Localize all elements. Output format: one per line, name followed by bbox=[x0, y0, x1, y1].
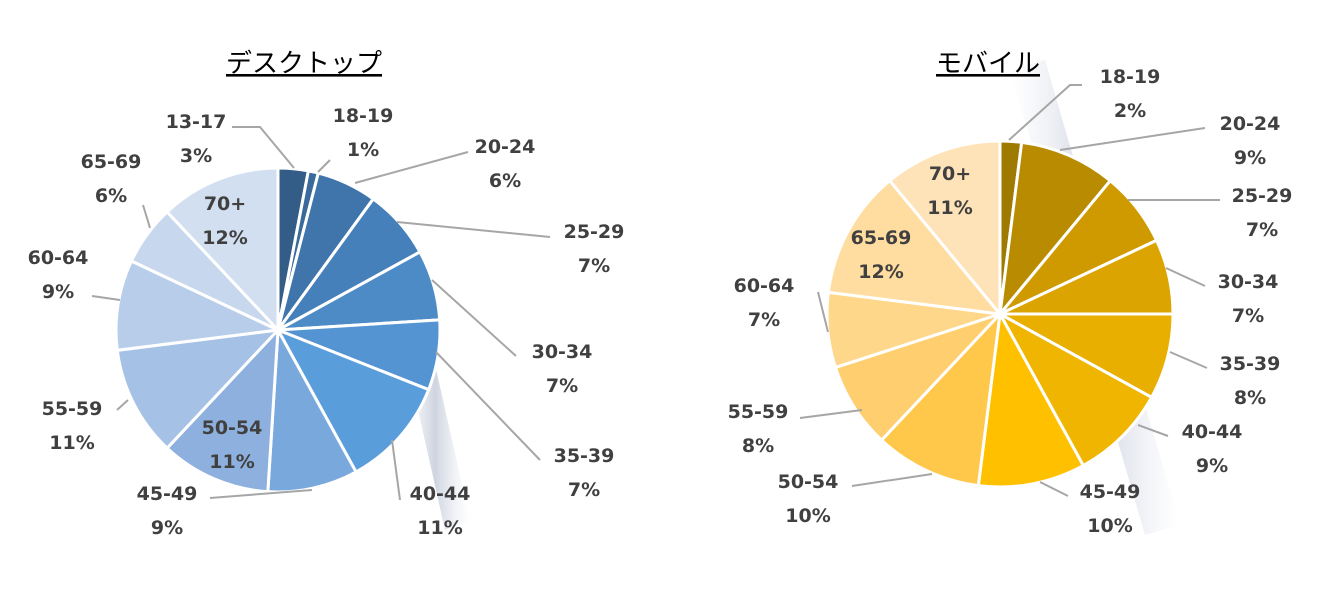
desktop-category-label-50-54: 50-54 bbox=[202, 417, 263, 439]
desktop-category-label-13-17: 13-17 bbox=[166, 111, 227, 133]
mobile-slice-40-44 bbox=[996, 310, 1154, 468]
desktop-leader-line-45-49 bbox=[209, 489, 313, 499]
mobile-leader-line-50-54 bbox=[851, 473, 933, 487]
desktop-value-label-18-19: 1% bbox=[347, 139, 379, 161]
mobile-leader-line-35-39 bbox=[1169, 351, 1208, 369]
desktop-category-label-45-49: 45-49 bbox=[137, 483, 198, 505]
mobile-category-label-35-39: 35-39 bbox=[1220, 353, 1281, 375]
mobile-category-label-25-29: 25-29 bbox=[1232, 185, 1293, 207]
desktop-leader-line-65-69 bbox=[142, 204, 151, 229]
mobile-category-label-45-49: 45-49 bbox=[1080, 481, 1141, 503]
mobile-category-label-65-69: 65-69 bbox=[851, 227, 912, 249]
mobile-category-label-55-59: 55-59 bbox=[728, 401, 789, 423]
desktop-leader-line-60-64 bbox=[91, 295, 121, 301]
desktop-slice-70+ bbox=[164, 166, 280, 334]
desktop-value-label-20-24: 6% bbox=[489, 170, 521, 192]
mobile-leader-line-45-49 bbox=[1039, 481, 1069, 497]
pie-chart-desktop: 13-17 3% 18-19 1% 20-24 6% 25-29 7% 30-34 7% 35-39… bbox=[28, 105, 625, 539]
desktop-value-label-35-39: 7% bbox=[568, 479, 600, 501]
mobile-value-label-50-54: 10% bbox=[785, 505, 830, 527]
mobile-leader-line-18-19 bbox=[1008, 84, 1082, 141]
desktop-slice-45-49 bbox=[266, 324, 359, 494]
desktop-category-label-40-44: 40-44 bbox=[410, 483, 471, 505]
mobile-category-label-18-19: 18-19 bbox=[1100, 66, 1161, 88]
desktop-leader-line-20-24 bbox=[354, 151, 469, 184]
desktop-category-label-20-24: 20-24 bbox=[475, 136, 536, 158]
desktop-category-label-25-29: 25-29 bbox=[564, 221, 625, 243]
mobile-value-label-70+: 11% bbox=[927, 197, 972, 219]
desktop-category-label-30-34: 30-34 bbox=[532, 341, 593, 363]
mobile-value-label-35-39: 8% bbox=[1234, 387, 1266, 409]
pie-chart-mobile: 18-19 2% 20-24 9% 25-29 7% 30-34 7% 35-39 8% 40-44… bbox=[728, 66, 1293, 537]
mobile-leader-line-55-59 bbox=[799, 409, 863, 419]
mobile-slice-50-54 bbox=[879, 309, 1003, 488]
mobile-category-label-50-54: 50-54 bbox=[778, 471, 839, 493]
mobile-category-label-20-24: 20-24 bbox=[1220, 113, 1281, 135]
desktop-value-label-13-17: 3% bbox=[180, 145, 212, 167]
mobile-leader-line-30-34 bbox=[1165, 267, 1206, 287]
desktop-leader-line-55-59 bbox=[116, 399, 129, 411]
mobile-category-label-60-64: 60-64 bbox=[734, 275, 795, 297]
mobile-slice-20-24 bbox=[997, 140, 1113, 319]
chart-title-desktop: デスクトップ bbox=[226, 49, 382, 79]
desktop-leader-line-25-29 bbox=[396, 221, 551, 238]
desktop-slice-55-59 bbox=[115, 327, 282, 451]
desktop-slice-50-54 bbox=[164, 325, 280, 494]
desktop-leader-line-30-34 bbox=[431, 279, 517, 357]
desktop-value-label-65-69: 6% bbox=[95, 185, 127, 207]
desktop-category-label-55-59: 55-59 bbox=[42, 398, 103, 420]
desktop-value-label-70+: 12% bbox=[202, 227, 247, 249]
mobile-value-label-55-59: 8% bbox=[742, 435, 774, 457]
desktop-category-label-18-19: 18-19 bbox=[333, 105, 394, 127]
chart-title-mobile: モバイル bbox=[936, 49, 1040, 79]
desktop-slice-60-64 bbox=[114, 259, 284, 352]
desktop-value-label-60-64: 9% bbox=[42, 281, 74, 303]
mobile-slice-70+ bbox=[887, 139, 1002, 319]
desktop-value-label-50-54: 11% bbox=[209, 451, 254, 473]
mobile-leader-line-20-24 bbox=[1059, 127, 1206, 151]
mobile-value-label-40-44: 9% bbox=[1196, 455, 1228, 477]
mobile-slice-65-69 bbox=[826, 178, 1004, 316]
desktop-leader-line-40-44 bbox=[391, 439, 401, 501]
mobile-category-label-40-44: 40-44 bbox=[1182, 421, 1243, 443]
desktop-leader-line-18-19 bbox=[317, 159, 331, 173]
mobile-value-label-45-49: 10% bbox=[1087, 515, 1132, 537]
desktop-category-label-35-39: 35-39 bbox=[554, 445, 615, 467]
mobile-value-label-25-29: 7% bbox=[1246, 219, 1278, 241]
mobile-value-label-65-69: 12% bbox=[858, 261, 903, 283]
desktop-category-label-70+: 70+ bbox=[204, 193, 246, 215]
desktop-value-label-55-59: 11% bbox=[49, 432, 94, 454]
desktop-value-label-45-49: 9% bbox=[151, 517, 183, 539]
desktop-leader-line-13-17 bbox=[232, 126, 295, 169]
desktop-category-label-65-69: 65-69 bbox=[81, 151, 142, 173]
mobile-value-label-18-19: 2% bbox=[1114, 100, 1146, 122]
mobile-category-label-70+: 70+ bbox=[929, 163, 971, 185]
desktop-value-label-30-34: 7% bbox=[546, 375, 578, 397]
mobile-value-label-30-34: 7% bbox=[1232, 305, 1264, 327]
mobile-leader-line-40-44 bbox=[1137, 424, 1169, 437]
desktop-value-label-25-29: 7% bbox=[578, 255, 610, 277]
mobile-slice-45-49 bbox=[976, 309, 1086, 489]
mobile-value-label-20-24: 9% bbox=[1234, 147, 1266, 169]
desktop-leader-line-35-39 bbox=[435, 351, 541, 461]
mobile-leader-line-60-64 bbox=[817, 291, 829, 333]
mobile-category-label-30-34: 30-34 bbox=[1218, 271, 1279, 293]
desktop-value-label-40-44: 11% bbox=[417, 517, 462, 539]
desktop-category-label-60-64: 60-64 bbox=[28, 247, 89, 269]
desktop-slice-40-44 bbox=[274, 327, 431, 474]
mobile-value-label-60-64: 7% bbox=[748, 309, 780, 331]
